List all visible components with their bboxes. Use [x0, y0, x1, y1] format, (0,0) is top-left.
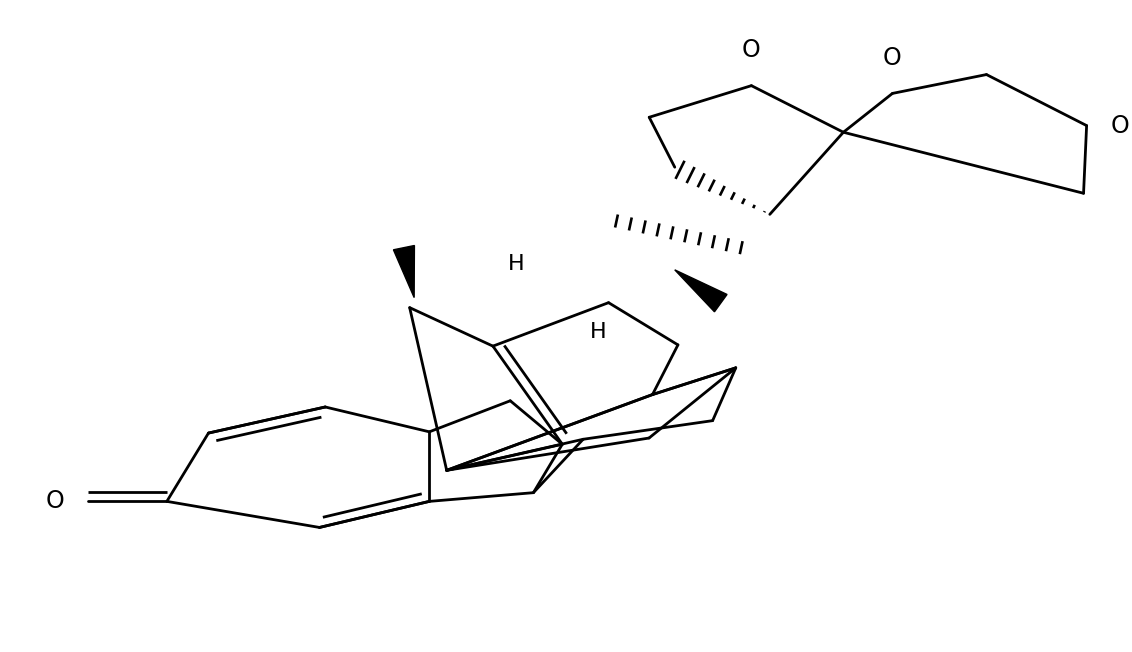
Text: O: O	[46, 490, 65, 513]
Polygon shape	[675, 270, 727, 312]
Text: H: H	[508, 254, 524, 274]
Polygon shape	[394, 246, 414, 297]
Text: O: O	[1110, 113, 1129, 138]
Text: O: O	[743, 38, 761, 62]
Text: O: O	[883, 46, 902, 70]
Text: H: H	[590, 322, 607, 342]
